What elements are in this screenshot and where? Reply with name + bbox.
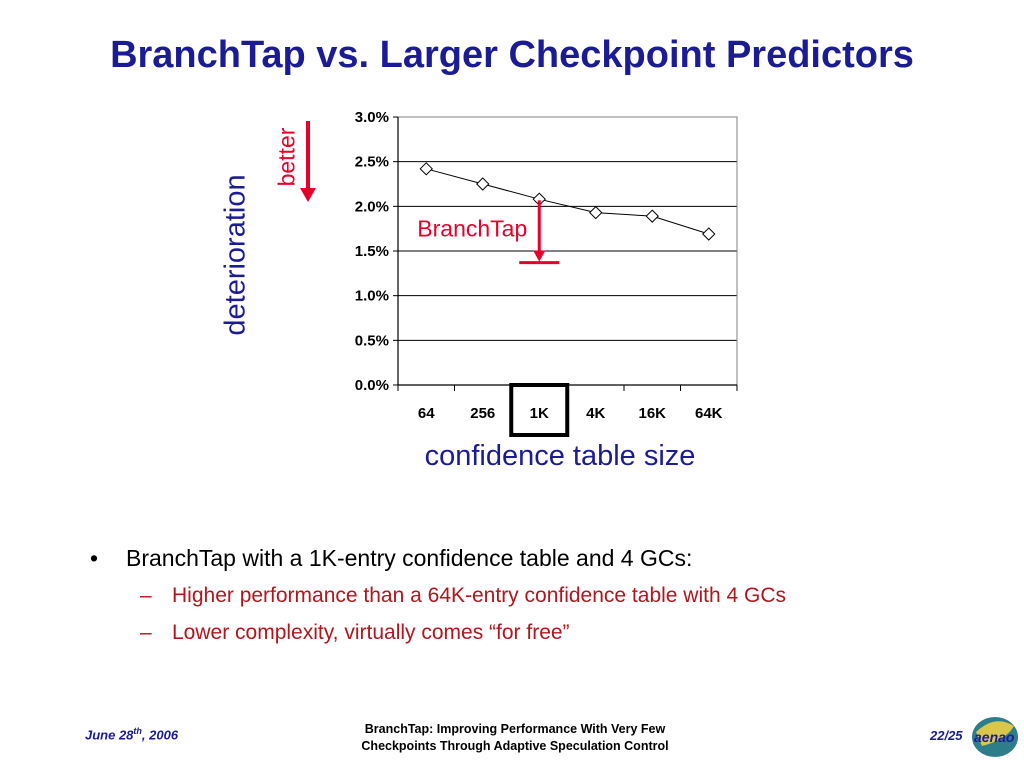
footer-date-main: June 28 bbox=[85, 727, 134, 743]
sub-bullet-dash: – bbox=[140, 584, 152, 607]
x-tick-label: 256 bbox=[470, 405, 495, 422]
bullet-main: • BranchTap with a 1K-entry confidence ta… bbox=[90, 545, 692, 572]
footer-paper-line2: Checkpoints Through Adaptive Speculation… bbox=[361, 739, 669, 753]
sub-bullet-1-text: Higher performance than a 64K-entry conf… bbox=[172, 584, 786, 607]
data-point bbox=[645, 209, 659, 223]
footer-paper-line1: BranchTap: Improving Performance With Ve… bbox=[364, 722, 666, 736]
y-tick-label: 1.5% bbox=[355, 243, 389, 260]
bullet-dot: • bbox=[90, 545, 99, 571]
branchtap-label: BranchTap bbox=[417, 215, 527, 241]
highlight-box-1k bbox=[509, 383, 570, 437]
x-tick-label: 4K bbox=[586, 405, 605, 422]
x-tick-label: 1K bbox=[530, 405, 549, 422]
footer-date-sup: th bbox=[133, 726, 142, 736]
data-point bbox=[702, 227, 716, 241]
page-number: 22/25 bbox=[930, 728, 963, 743]
better-annotation: better bbox=[273, 127, 300, 187]
y-tick-label: 2.0% bbox=[355, 198, 389, 215]
sub-bullet-dash: – bbox=[140, 621, 152, 644]
aenao-logo: aenao bbox=[972, 717, 1018, 757]
y-tick-label: 0.0% bbox=[355, 377, 389, 394]
bullet-main-text: BranchTap with a 1K-entry confidence tab… bbox=[126, 545, 693, 571]
x-tick-label: 64 bbox=[418, 405, 435, 422]
y-axis-title: deterioration bbox=[219, 174, 252, 336]
series-line-group bbox=[419, 162, 716, 241]
annotation-group: BranchTap bbox=[300, 121, 560, 265]
y-tick-label: 0.5% bbox=[355, 332, 389, 349]
sub-bullet-2: – Lower complexity, virtually comes “for … bbox=[140, 621, 570, 645]
series-line bbox=[426, 168, 709, 235]
data-point bbox=[419, 162, 433, 176]
y-tick-label: 1.0% bbox=[355, 288, 389, 305]
x-axis-title: confidence table size bbox=[424, 440, 696, 472]
footer-paper-title: BranchTap: Improving Performance With Ve… bbox=[320, 721, 710, 755]
better-arrow-head bbox=[300, 188, 316, 202]
y-tick-label: 2.5% bbox=[355, 154, 389, 171]
x-tick-label: 16K bbox=[638, 405, 666, 422]
footer-date-year: , 2006 bbox=[141, 727, 179, 743]
sub-bullet-2-text: Lower complexity, virtually comes “for f… bbox=[172, 621, 570, 644]
highlight-group bbox=[509, 383, 570, 437]
y-tick-label: 3.0% bbox=[355, 109, 389, 126]
x-tick-labels: 64 256 1K 4K 16K 64K bbox=[418, 405, 723, 422]
chart-axes bbox=[393, 116, 738, 391]
sub-bullet-1: – Higher performance than a 64K-entry con… bbox=[140, 584, 786, 608]
data-point bbox=[476, 177, 490, 191]
logo-text: aenao bbox=[974, 729, 1015, 745]
page-title: BranchTap vs. Larger Checkpoint Predicto… bbox=[110, 34, 914, 76]
logo-swoosh-icon bbox=[976, 721, 1014, 746]
y-tick-labels: 0.0% 0.5% 1.0% 1.5% 2.0% 2.5% 3.0% bbox=[355, 109, 389, 394]
footer-date: June 28th, 2006 bbox=[85, 726, 178, 742]
branchtap-arrow-head bbox=[533, 250, 546, 262]
x-tick-label: 64K bbox=[695, 405, 723, 422]
data-point bbox=[589, 205, 603, 220]
